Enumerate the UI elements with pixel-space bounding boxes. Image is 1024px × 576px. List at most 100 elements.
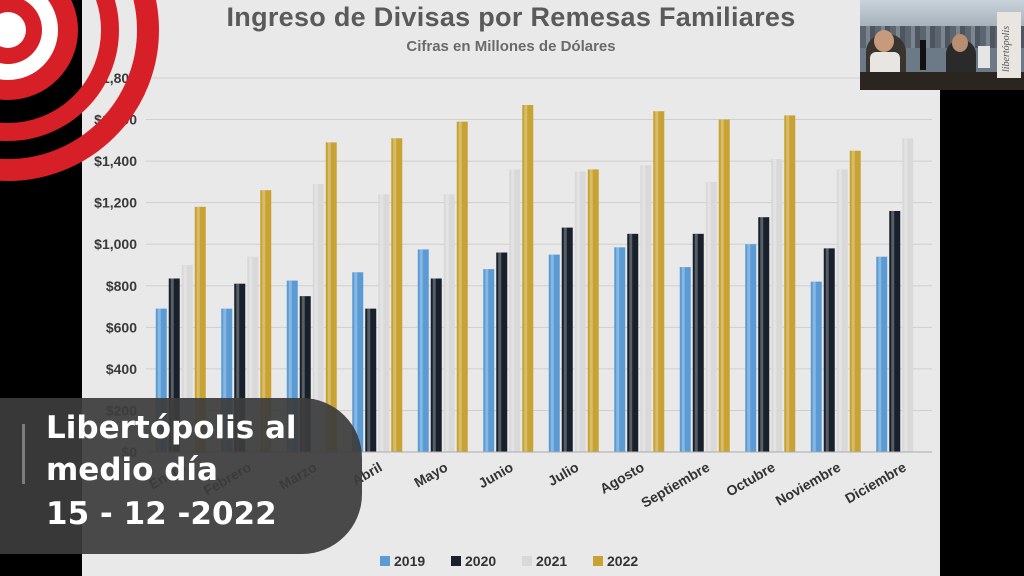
bar-2021 [509,169,521,452]
bar-2019 [352,272,364,452]
bar-2019 [810,281,822,452]
bar-highlight [760,217,764,452]
legend-label-2022: 2022 [607,553,638,569]
program-name-line1: Libertópolis al [46,410,297,446]
legend-swatch-2022 [593,556,603,566]
y-tick-label: $400 [106,361,137,377]
bar-highlight [576,171,580,452]
chart-subtitle: Cifras en Millones de Dólares [406,38,616,55]
chart-title: Ingreso de Divisas por Remesas Familiare… [226,2,796,32]
bar-2019 [221,308,233,452]
bar-2021 [574,171,586,452]
bar-2019 [548,254,560,452]
bar-highlight [524,105,528,452]
bar-2022 [325,142,337,452]
bar-highlight [458,121,462,452]
bar-2020 [692,233,704,452]
bar-2022 [587,169,599,452]
bar-highlight [904,138,908,452]
legend-label-2020: 2020 [465,553,496,569]
y-tick-label: $1,400 [94,153,137,169]
bar-2019 [679,267,691,452]
station-logo-text: libertópolis [1001,25,1012,72]
program-date: 15 - 12 -2022 [46,496,277,532]
bar-highlight [288,280,292,452]
bar-highlight [393,138,397,452]
bar-2021 [181,265,193,452]
legend-swatch-2020 [451,556,461,566]
bar-2020 [758,217,770,452]
bar-highlight [367,308,371,452]
bar-2020 [299,296,311,452]
monitor-screen [978,46,990,68]
station-logo: libertópolis [997,12,1021,78]
bar-2019 [876,256,888,452]
host-left-head [874,30,894,52]
bar-2020 [365,308,377,452]
bar-highlight [236,283,240,452]
bar-highlight [563,227,567,452]
bar-2022 [522,105,534,452]
bar-highlight [616,247,620,452]
legend-label-2019: 2019 [394,553,425,569]
bar-highlight [223,308,227,452]
bar-highlight [432,278,436,452]
bar-2019 [417,249,429,452]
bar-highlight [589,169,593,452]
bar-2021 [312,183,324,452]
bar-2022 [653,111,665,452]
bar-highlight [773,159,777,453]
bar-highlight [891,210,895,452]
bar-2019 [745,244,757,452]
bar-2020 [430,278,442,452]
bar-highlight [550,254,554,452]
bar-highlight [681,267,685,452]
bar-highlight [707,181,711,452]
bar-highlight [694,233,698,452]
bar-highlight [786,115,790,453]
bar-highlight [825,248,829,452]
bar-highlight [812,281,816,452]
bar-2021 [836,169,848,452]
bar-highlight [511,169,515,452]
bar-2020 [823,248,835,452]
bar-2021 [640,165,652,452]
bar-2022 [784,115,796,453]
bar-2021 [443,194,455,452]
bar-highlight [445,194,449,452]
bar-2021 [902,138,914,452]
studio-camera-inset: libertópolis [860,0,1024,90]
bar-2020 [889,210,901,452]
bar-highlight [747,244,751,452]
bar-2019 [614,247,626,452]
bar-2022 [849,150,861,452]
bar-2022 [391,138,403,452]
bar-highlight [720,119,724,453]
y-tick-label: $600 [106,319,137,335]
bar-highlight [327,142,331,452]
legend-label-2021: 2021 [536,553,567,569]
bar-2020 [561,227,573,452]
bar-2020 [496,252,508,452]
bar-highlight [380,194,384,452]
legend-swatch-2019 [380,556,390,566]
bar-2021 [378,194,390,452]
bar-highlight [301,296,305,452]
legend-swatch-2021 [522,556,532,566]
host-right-head [952,34,968,52]
microphone-icon [920,40,926,70]
bar-highlight [629,233,633,452]
bar-2021 [705,181,717,452]
bar-2021 [247,256,259,452]
bar-highlight [314,183,318,452]
bar-2020 [627,233,639,452]
bar-highlight [249,256,253,452]
bar-2022 [194,206,206,452]
bar-2019 [155,308,167,452]
bar-2022 [456,121,468,452]
bar-2020 [168,278,180,452]
bar-highlight [838,169,842,452]
bar-highlight [183,265,187,452]
